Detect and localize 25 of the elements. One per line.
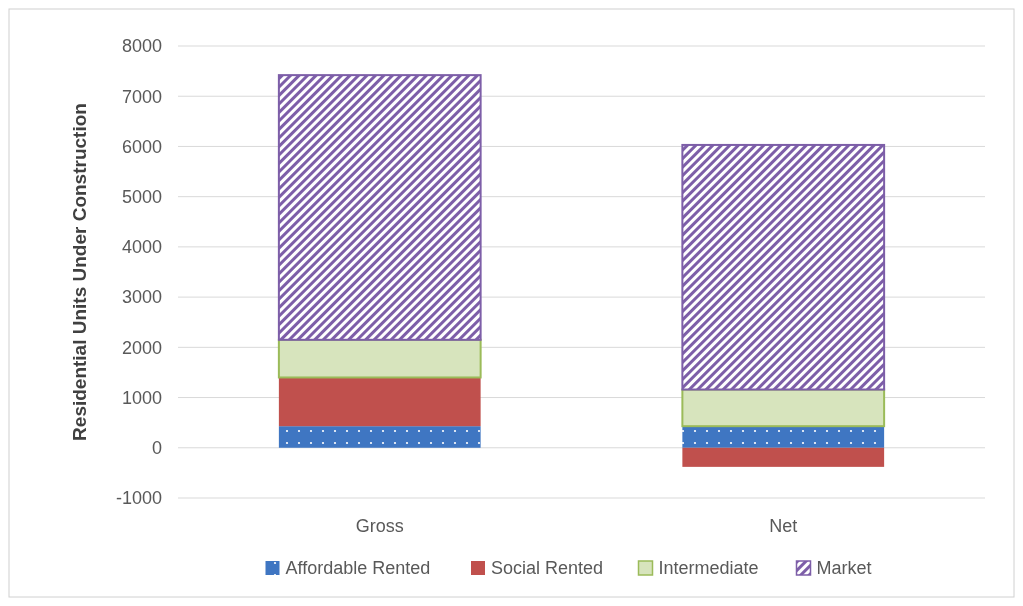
y-tick-label: 7000 bbox=[121, 86, 162, 107]
legend-label: Intermediate bbox=[658, 558, 759, 579]
bar bbox=[278, 377, 481, 427]
bar bbox=[277, 74, 482, 341]
y-tick-label: 3000 bbox=[121, 287, 162, 308]
legend-label: Social Rented bbox=[491, 558, 604, 579]
y-tick-label: 6000 bbox=[121, 136, 162, 157]
y-tick-label: 5000 bbox=[121, 186, 162, 207]
y-tick-label: 0 bbox=[151, 438, 162, 459]
bar bbox=[681, 388, 886, 428]
bar bbox=[681, 143, 886, 391]
bar bbox=[277, 338, 482, 379]
y-tick-label: 2000 bbox=[121, 337, 162, 358]
y-tick-label: -1000 bbox=[115, 488, 162, 509]
bar bbox=[278, 426, 481, 448]
x-tick-label: Gross bbox=[355, 516, 404, 536]
y-tick-label: 4000 bbox=[121, 237, 162, 258]
legend-label: Affordable Rented bbox=[285, 558, 431, 579]
bar bbox=[682, 447, 885, 467]
legend-label: Market bbox=[816, 558, 872, 579]
y-tick-label: 8000 bbox=[121, 36, 162, 57]
x-tick-label: Net bbox=[769, 516, 798, 536]
y-tick-label: 1000 bbox=[121, 387, 162, 408]
y-axis-title: Residential Units Under Construction bbox=[69, 103, 90, 441]
bar bbox=[682, 426, 885, 448]
